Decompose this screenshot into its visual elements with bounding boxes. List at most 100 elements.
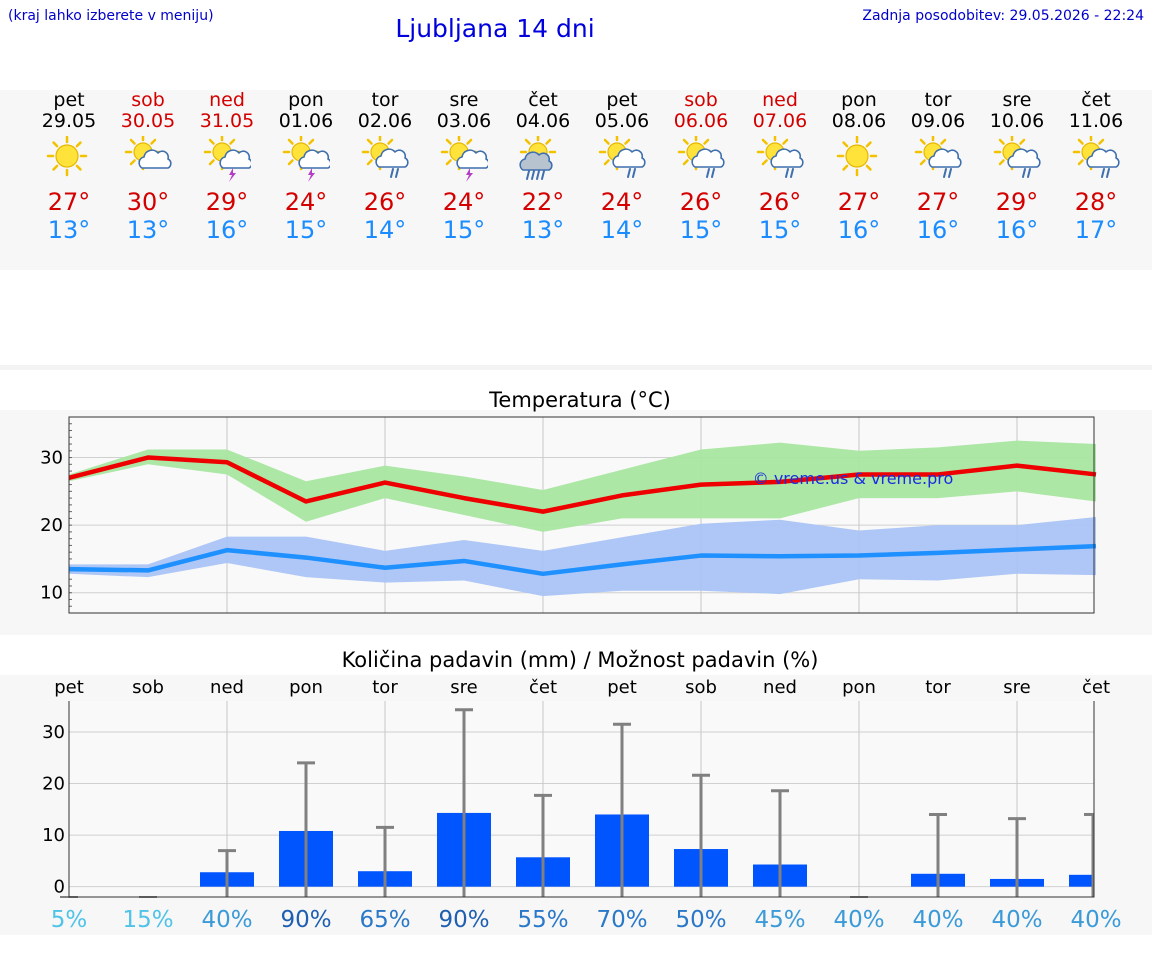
max-temp: 26° — [679, 188, 723, 216]
y-tick-label: 10 — [42, 825, 65, 846]
precip-probability: 40% — [833, 907, 884, 933]
min-temp: 13° — [126, 216, 170, 244]
max-temp: 29° — [995, 188, 1039, 216]
day-date: 31.05 — [199, 110, 255, 132]
watermark: © vreme.us & vreme.pro — [753, 469, 954, 488]
plot-area — [69, 701, 1094, 897]
min-temp: 14° — [600, 216, 644, 244]
x-tick-label: pon — [842, 677, 876, 698]
day-name: čet — [1081, 89, 1111, 111]
max-temp: 27° — [916, 188, 960, 216]
precip-probability: 70% — [596, 907, 647, 933]
x-tick-label: pon — [289, 677, 323, 698]
x-tick-label: sob — [132, 677, 164, 698]
day-name: ned — [209, 89, 245, 111]
day-name: sre — [449, 89, 479, 111]
plot-frame — [68, 416, 1095, 614]
precip-probability: 55% — [517, 907, 568, 933]
sun-icon — [836, 136, 878, 177]
precip-bar — [1069, 874, 1094, 887]
y-tick-label: 10 — [40, 583, 63, 604]
sun-cloud-heavy-rain-icon — [519, 136, 557, 180]
precipitation-chart-title: Količina padavin (mm) / Možnost padavin … — [341, 648, 819, 672]
day-name: tor — [371, 89, 399, 111]
sun-cloud-rain-icon — [914, 136, 962, 178]
precip-probability: 40% — [201, 907, 252, 933]
day-date: 11.06 — [1068, 110, 1124, 132]
sun-cloud-rain-icon — [1072, 136, 1120, 178]
min-temp-line — [68, 543, 1097, 577]
min-temp-range-band — [69, 517, 1096, 597]
day-date: 06.06 — [673, 110, 729, 132]
day-name: pet — [53, 89, 85, 111]
sun-cloud-thunder-icon — [203, 136, 251, 182]
x-tick-label: sre — [1003, 677, 1030, 698]
sun-cloud-rain-icon — [756, 136, 804, 178]
sun-cloud-thunder-icon — [440, 136, 488, 182]
precip-probability: 15% — [122, 907, 173, 933]
sun-cloud-rain-icon — [598, 136, 646, 178]
forecast-day: sre 03.06 24° 15° — [425, 90, 503, 244]
forecast-day: tor 09.06 27° 16° — [899, 90, 977, 244]
day-date: 08.06 — [831, 110, 887, 132]
sun-cloud-icon — [124, 136, 172, 171]
forecast-strip — [0, 90, 1152, 270]
max-temp-range-band — [69, 440, 1096, 532]
sun-cloud-thunder-icon — [282, 136, 330, 182]
forecast-day: čet 04.06 22° 13° — [504, 90, 582, 244]
max-temp: 30° — [126, 188, 170, 216]
min-temp: 15° — [679, 216, 723, 244]
precip-probability: 65% — [359, 907, 410, 933]
day-date: 10.06 — [989, 110, 1045, 132]
location-hint: (kraj lahko izberete v meniju) — [8, 8, 214, 24]
min-temp: 13° — [521, 216, 565, 244]
day-date: 29.05 — [41, 110, 97, 132]
max-temp: 27° — [47, 188, 91, 216]
y-tick-label: 20 — [40, 515, 63, 536]
page-title: Ljubljana 14 dni — [395, 14, 595, 43]
forecast-day: pon 08.06 27° 16° — [820, 90, 898, 244]
min-temp: 16° — [837, 216, 881, 244]
forecast-day: ned 07.06 26° 15° — [741, 90, 819, 244]
forecast-day: pet 05.06 24° 14° — [583, 90, 661, 244]
precip-probability: 40% — [912, 907, 963, 933]
max-temp: 26° — [363, 188, 407, 216]
forecast-day: ned 31.05 29° 16° — [188, 90, 266, 244]
precip-probability: 40% — [1070, 907, 1121, 933]
max-temp: 22° — [521, 188, 565, 216]
max-temp: 24° — [442, 188, 486, 216]
forecast-day: sob 30.05 30° 13° — [109, 90, 187, 244]
sun-cloud-rain-icon — [993, 136, 1041, 178]
day-name: sob — [131, 89, 165, 111]
x-tick-label: pet — [607, 677, 637, 698]
max-temp: 24° — [600, 188, 644, 216]
day-date: 30.05 — [120, 110, 176, 132]
forecast-day: pet 29.05 27° 13° — [30, 90, 108, 244]
sun-icon — [46, 136, 88, 177]
max-temp: 29° — [205, 188, 249, 216]
day-date: 03.06 — [436, 110, 492, 132]
sun-cloud-rain-icon — [361, 136, 409, 178]
day-date: 09.06 — [910, 110, 966, 132]
temperature-chart-title: Temperatura (°C) — [489, 388, 671, 412]
forecast-day: sob 06.06 26° 15° — [662, 90, 740, 244]
day-date: 01.06 — [278, 110, 334, 132]
min-temp: 16° — [205, 216, 249, 244]
max-temp: 28° — [1074, 188, 1118, 216]
forecast-day: čet 11.06 28° 17° — [1057, 90, 1135, 244]
sun-cloud-rain-icon — [677, 136, 725, 178]
day-date: 05.06 — [594, 110, 650, 132]
day-date: 07.06 — [752, 110, 808, 132]
x-tick-label: čet — [1082, 677, 1110, 698]
day-name: tor — [924, 89, 952, 111]
separator — [0, 365, 1152, 370]
last-update: Zadnja posodobitev: 29.05.2026 - 22:24 — [862, 8, 1144, 24]
max-temp: 27° — [837, 188, 881, 216]
min-temp: 15° — [758, 216, 802, 244]
min-temp: 16° — [916, 216, 960, 244]
precip-probability: 90% — [280, 907, 331, 933]
min-temp: 14° — [363, 216, 407, 244]
max-temp-line — [68, 455, 1097, 514]
max-temp: 24° — [284, 188, 328, 216]
